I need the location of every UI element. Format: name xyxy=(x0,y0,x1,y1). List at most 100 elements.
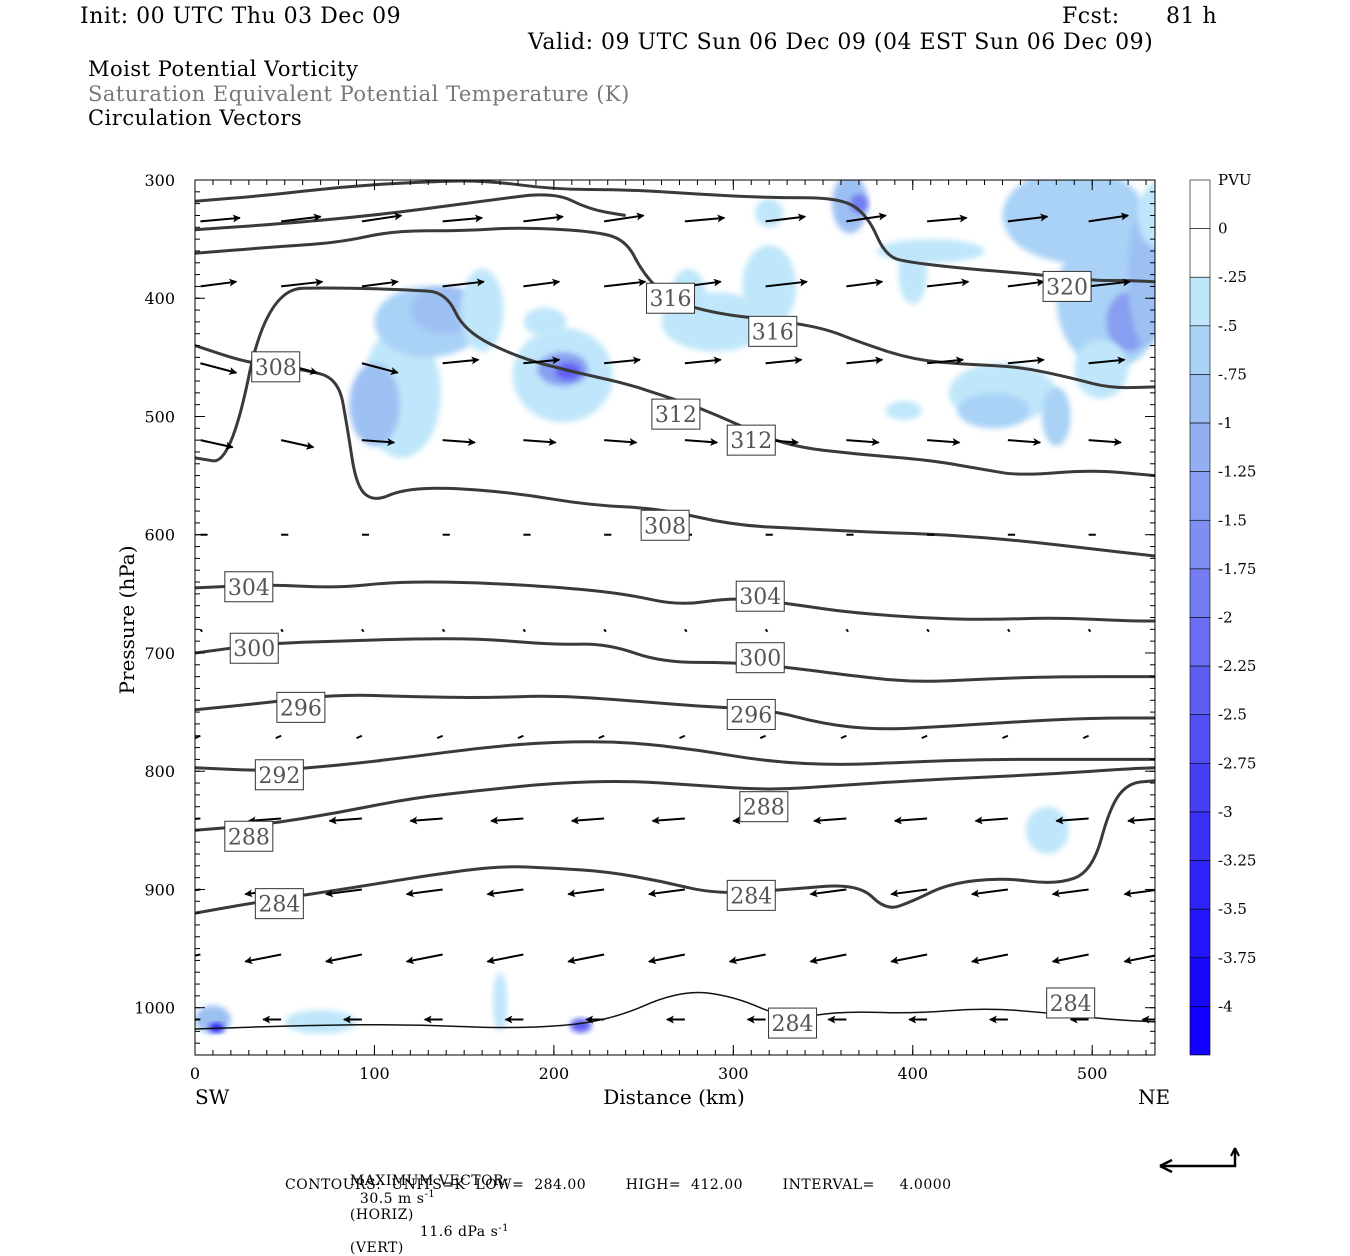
vector-126 xyxy=(890,953,928,965)
contour-label-box xyxy=(646,282,696,314)
vector-32 xyxy=(684,356,722,365)
x-axis-title: Distance (km) xyxy=(603,1085,745,1109)
contour-label-18: 284 xyxy=(768,1007,818,1039)
vector-33 xyxy=(765,356,803,365)
vector-30 xyxy=(523,356,561,365)
pv-region-25 xyxy=(1137,182,1155,249)
vector-122 xyxy=(567,953,605,965)
vector-6 xyxy=(684,214,726,223)
colorbar-swatch-16 xyxy=(1189,957,1211,1007)
vector-28 xyxy=(361,362,399,375)
contour-label-text: 300 xyxy=(233,637,275,662)
colorbar-label-12: -3 xyxy=(1218,803,1233,821)
contour-label-5: 308 xyxy=(640,509,690,541)
vector-36 xyxy=(1007,356,1045,365)
y-axis-title: Pressure (hPa) xyxy=(115,546,139,695)
vector-121 xyxy=(486,953,524,965)
vector-101 xyxy=(974,816,1008,825)
contour-label-text: 312 xyxy=(655,403,697,428)
contour-label-11: 296 xyxy=(726,698,776,730)
vector-90 xyxy=(1154,737,1155,739)
colorbar-swatch-11 xyxy=(1189,714,1211,764)
contour-label-7: 304 xyxy=(735,580,785,612)
colorbar-label-11: -2.75 xyxy=(1218,754,1256,772)
contour-label-1: 316 xyxy=(646,282,696,314)
contour-label-15: 284 xyxy=(254,888,304,920)
vector-87 xyxy=(921,734,928,740)
vector-80 xyxy=(356,734,363,740)
vector-50 xyxy=(1088,437,1122,446)
contour-label-text: 304 xyxy=(228,576,270,601)
colorbar-label-0: 0 xyxy=(1218,220,1228,238)
contour-label-6: 304 xyxy=(224,571,274,603)
vector-1 xyxy=(281,213,322,223)
colorbar-swatch-3 xyxy=(1189,325,1211,375)
vector-37 xyxy=(1088,356,1126,365)
contour-label-box xyxy=(229,632,279,664)
vector-79 xyxy=(275,734,282,740)
vector-127 xyxy=(970,953,1009,965)
contour-292-2 xyxy=(195,740,1155,772)
vector-115 xyxy=(1051,888,1089,898)
contour-label-text: 312 xyxy=(730,429,772,454)
vector-75 xyxy=(1007,628,1011,633)
vector-106 xyxy=(324,888,363,898)
vector-51 xyxy=(1160,440,1192,442)
contour-label-box xyxy=(1046,987,1096,1019)
colorbar-label-1: -.25 xyxy=(1218,268,1247,286)
vector-108 xyxy=(486,888,524,898)
vector-48 xyxy=(927,437,961,446)
contour-label-box xyxy=(251,351,301,383)
pv-region-18 xyxy=(1074,339,1129,399)
vector-86 xyxy=(840,734,847,740)
pv-region-8 xyxy=(523,307,567,337)
vert-tag: (VERT) xyxy=(349,1240,404,1256)
colorbar-title: PVU xyxy=(1218,171,1252,189)
contour-label-10: 296 xyxy=(276,691,326,723)
vector-129 xyxy=(1123,954,1155,965)
contour-label-text: 284 xyxy=(258,893,300,918)
circulation-vectors xyxy=(195,212,1192,1024)
colorbar-swatch-2 xyxy=(1189,276,1211,327)
vector-70 xyxy=(603,628,607,633)
cross-section-chart: 308 316 316 312 312 308 304 304 300 300 296 296 292 2… xyxy=(115,171,1256,1174)
vector-114 xyxy=(970,888,1008,898)
x-end-label-sw: SW xyxy=(195,1085,230,1109)
horiz-tag: (HORIZ) xyxy=(349,1206,414,1223)
colorbar-swatch-12 xyxy=(1189,763,1211,813)
contour-label-text: 304 xyxy=(739,585,781,610)
colorbar-label-15: -3.75 xyxy=(1218,949,1256,967)
vector-123 xyxy=(648,953,686,965)
max-vector-label: MAXIMUM VECTOR: xyxy=(349,1173,510,1189)
contour-label-8: 300 xyxy=(229,632,279,664)
vector-125 xyxy=(809,953,847,965)
forecast-label: Fcst: xyxy=(1062,4,1120,29)
pv-region-29 xyxy=(284,1010,357,1034)
pv-region-26 xyxy=(1025,806,1069,854)
vector-85 xyxy=(759,734,767,740)
y-tick-label-800: 800 xyxy=(144,762,175,781)
vector-0 xyxy=(200,214,241,223)
colorbar-swatch-8 xyxy=(1189,568,1211,618)
pv-region-21 xyxy=(957,392,1030,429)
vector-118 xyxy=(244,953,282,965)
contour-label-box xyxy=(768,1007,818,1039)
vector-88 xyxy=(1002,734,1009,740)
vector-83 xyxy=(598,734,605,740)
contour-label-14: 288 xyxy=(224,820,274,852)
contour-label-text: 284 xyxy=(772,1012,814,1037)
vector-99 xyxy=(813,816,847,825)
colorbar-swatch-7 xyxy=(1189,519,1211,570)
vector-112 xyxy=(809,888,847,898)
vector-77 xyxy=(1160,629,1162,631)
max-vert-value: 11.6 dPa s xyxy=(419,1224,499,1241)
vector-41 xyxy=(361,437,396,446)
horiz-exponent: -1 xyxy=(424,1189,436,1200)
colorbar-label-4: -1 xyxy=(1218,414,1233,432)
colorbar-label-9: -2.25 xyxy=(1218,657,1256,675)
vector-18 xyxy=(604,278,647,288)
x-tick-label-300: 300 xyxy=(718,1064,749,1083)
contour-label-text: 308 xyxy=(255,356,297,381)
vector-2 xyxy=(361,212,403,223)
vector-109 xyxy=(567,888,605,898)
